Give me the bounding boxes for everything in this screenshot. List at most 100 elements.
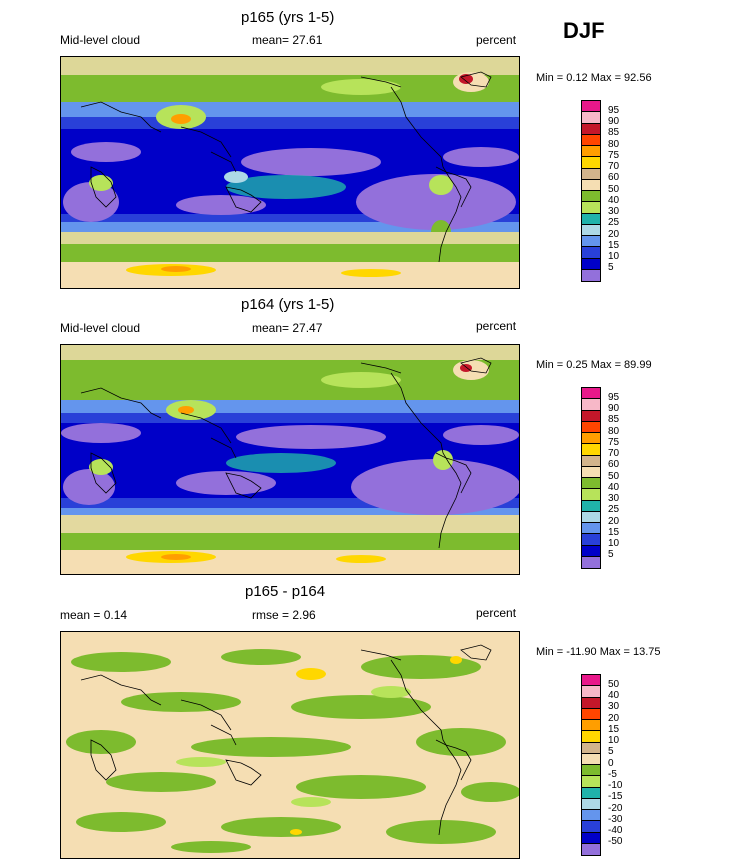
panel-3-title: p165 - p164 (245, 583, 326, 600)
coastlines (80, 644, 492, 836)
panel-1-mean-label: mean= 27.61 (252, 33, 323, 47)
panel-1-minmax: Min = 0.12 Max = 92.56 (536, 72, 652, 84)
panel-1-units-label: percent (476, 33, 517, 47)
panel-2-units-label: percent (476, 319, 517, 333)
colorbar-tick: -50 (608, 836, 623, 847)
colorbar-tick: 85 (608, 414, 620, 425)
colorbar-swatch (582, 675, 600, 687)
colorbar-tick: 40 (608, 690, 620, 701)
colorbar-swatch (582, 489, 600, 501)
colorbar-tick: 5 (608, 262, 614, 273)
colorbar-tick: 50 (608, 184, 620, 195)
colorbar-swatch (582, 444, 600, 456)
panel-1-contour-map (61, 57, 519, 288)
colorbar-swatch (582, 112, 600, 124)
season-label: DJF (563, 18, 605, 43)
colorbar-tick: 10 (608, 251, 620, 262)
panel-2-colorbar (581, 387, 601, 569)
panel-3-colorbar (581, 674, 601, 856)
colorbar-swatch (582, 191, 600, 203)
panel-3-units-label: percent (476, 606, 517, 620)
colorbar-swatch (582, 101, 600, 113)
colorbar-tick: 40 (608, 482, 620, 493)
colorbar-tick: 15 (608, 527, 620, 538)
colorbar-swatch (582, 134, 600, 146)
colorbar-swatch (582, 843, 600, 855)
colorbar-swatch (582, 556, 600, 568)
colorbar-swatch (582, 433, 600, 445)
colorbar-swatch (582, 832, 600, 844)
colorbar-tick: 40 (608, 195, 620, 206)
colorbar-tick: 15 (608, 240, 620, 251)
colorbar-tick: 30 (608, 493, 620, 504)
colorbar-swatch (582, 798, 600, 810)
panel-1-title: p165 (yrs 1-5) (241, 9, 335, 26)
panel-1-left-label: Mid-level cloud (60, 33, 141, 47)
colorbar-swatch (582, 753, 600, 765)
colorbar-tick: 80 (608, 139, 620, 150)
colorbar-swatch (582, 776, 600, 788)
colorbar-swatch (582, 765, 600, 777)
colorbar-tick: 30 (608, 206, 620, 217)
colorbar-tick: 70 (608, 161, 620, 172)
panel-2-minmax: Min = 0.25 Max = 89.99 (536, 359, 652, 371)
colorbar-tick: -30 (608, 814, 623, 825)
colorbar-tick: 95 (608, 392, 620, 403)
colorbar-tick: -20 (608, 803, 623, 814)
panel-2-mean-label: mean= 27.47 (252, 321, 323, 335)
colorbar-tick: 50 (608, 471, 620, 482)
colorbar-tick: 90 (608, 403, 620, 414)
colorbar-swatch (582, 466, 600, 478)
panel-2-contour-map (61, 345, 519, 574)
colorbar-tick: -10 (608, 780, 623, 791)
colorbar-tick: 30 (608, 701, 620, 712)
colorbar-swatch (582, 421, 600, 433)
colorbar-tick: 50 (608, 679, 620, 690)
colorbar-tick: -5 (608, 769, 617, 780)
colorbar-swatch (582, 123, 600, 135)
colorbar-swatch (582, 224, 600, 236)
colorbar-tick: 20 (608, 713, 620, 724)
colorbar-swatch (582, 410, 600, 422)
colorbar-swatch (582, 821, 600, 833)
panel-3-contour-map (61, 632, 519, 858)
colorbar-swatch (582, 157, 600, 169)
colorbar-tick: 60 (608, 172, 620, 183)
panel-1-map (60, 56, 520, 289)
colorbar-tick: 15 (608, 724, 620, 735)
colorbar-swatch (582, 742, 600, 754)
colorbar-swatch (582, 545, 600, 557)
colorbar-swatch (582, 810, 600, 822)
colorbar-swatch (582, 269, 600, 281)
colorbar-swatch (582, 455, 600, 467)
colorbar-tick: 20 (608, 516, 620, 527)
colorbar-tick: 25 (608, 504, 620, 515)
panel-2-map (60, 344, 520, 575)
colorbar-tick: 80 (608, 426, 620, 437)
colorbar-swatch (582, 258, 600, 270)
colorbar-tick: 5 (608, 549, 614, 560)
colorbar-tick: 10 (608, 735, 620, 746)
colorbar-swatch (582, 720, 600, 732)
colorbar-swatch (582, 202, 600, 214)
coastlines (80, 71, 492, 263)
panel-3-minmax: Min = -11.90 Max = 13.75 (536, 646, 661, 658)
colorbar-swatch (582, 511, 600, 523)
panel-2-title: p164 (yrs 1-5) (241, 296, 335, 313)
colorbar-swatch (582, 500, 600, 512)
colorbar-tick: 95 (608, 105, 620, 116)
colorbar-swatch (582, 213, 600, 225)
colorbar-swatch (582, 523, 600, 535)
colorbar-tick: 25 (608, 217, 620, 228)
panel-3-rmse-label: rmse = 2.96 (252, 608, 316, 622)
colorbar-swatch (582, 731, 600, 743)
colorbar-swatch (582, 146, 600, 158)
panel-3-mean-label: mean = 0.14 (60, 608, 128, 622)
colorbar-tick: -15 (608, 791, 623, 802)
colorbar-swatch (582, 686, 600, 698)
panel-3-map (60, 631, 520, 859)
colorbar-swatch (582, 478, 600, 490)
colorbar-tick: 10 (608, 538, 620, 549)
colorbar-tick: -40 (608, 825, 623, 836)
colorbar-tick: 85 (608, 127, 620, 138)
